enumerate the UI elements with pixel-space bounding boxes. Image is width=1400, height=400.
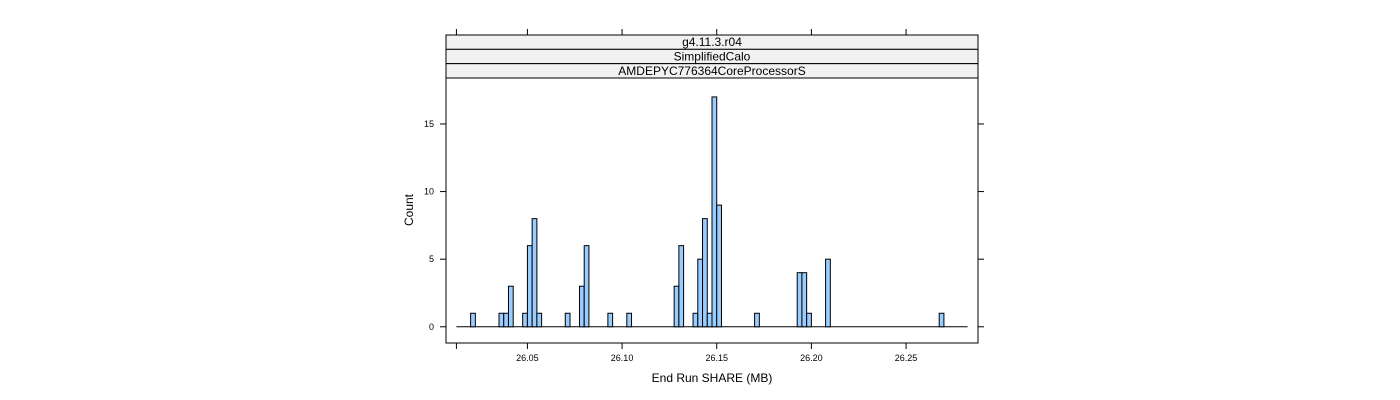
histogram-bar (507, 285, 514, 328)
strip-headers: g4.11.3.r04SimplifiedCaloAMDEPYC776364Co… (445, 34, 979, 79)
y-tick-label: 5 (429, 254, 434, 264)
histogram-bar (583, 245, 590, 328)
histogram-bar (806, 312, 812, 328)
histogram-bar (692, 312, 699, 328)
histogram-bar (470, 312, 476, 328)
histogram-bar (678, 245, 685, 328)
x-axis-title: End Run SHARE (MB) (652, 371, 773, 385)
histogram-bars (470, 96, 945, 328)
histogram-bar (801, 272, 808, 328)
histogram-bar (607, 312, 614, 328)
histogram-bar (578, 285, 585, 328)
strip-label: SimplifiedCalo (674, 49, 751, 63)
x-tick-label: 26.05 (516, 353, 539, 363)
histogram-bar (503, 312, 509, 328)
histogram-bar (697, 258, 704, 328)
x-tick-label: 26.10 (611, 353, 634, 363)
histogram-bar (938, 312, 945, 328)
histogram-bar (754, 312, 760, 328)
histogram-bar (536, 312, 543, 328)
histogram-bar (716, 204, 722, 328)
y-tick-label: 0 (429, 322, 434, 332)
histogram-bar (673, 285, 680, 328)
y-axis-ticks: 0 5 10 15 (424, 119, 984, 332)
histogram-bar (702, 218, 708, 328)
histogram-bar (825, 258, 831, 328)
x-tick-label: 26.20 (800, 353, 823, 363)
histogram-bar (564, 312, 571, 328)
histogram-bar (531, 218, 538, 328)
histogram-bar (706, 312, 713, 328)
x-tick-label: 26.15 (705, 353, 728, 363)
strip-label: AMDEPYC776364CoreProcessorS (618, 64, 805, 78)
strip-label: g4.11.3.r04 (682, 35, 742, 49)
histogram-bar (796, 272, 803, 328)
y-tick-label: 10 (424, 187, 434, 197)
histogram-bar (498, 312, 505, 328)
x-axis-ticks: 26.05 26.10 26.15 26.20 26.25 (455, 29, 918, 363)
y-tick-label: 15 (424, 119, 434, 129)
histogram-bar (711, 96, 718, 328)
x-tick-label: 26.25 (895, 353, 918, 363)
histogram-bar (522, 312, 528, 328)
histogram-bar (526, 245, 533, 328)
plot-panel-frame (445, 77, 979, 344)
y-axis-title: Count (402, 193, 416, 226)
histogram-bar (626, 312, 633, 328)
